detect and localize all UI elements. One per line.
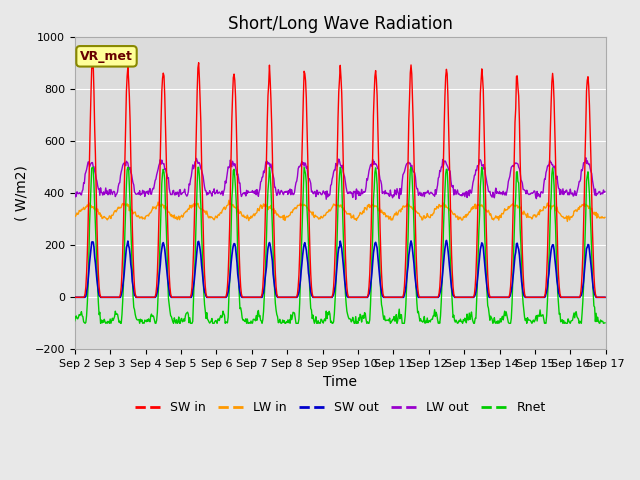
- Title: Short/Long Wave Radiation: Short/Long Wave Radiation: [228, 15, 452, 33]
- Text: VR_met: VR_met: [80, 50, 133, 63]
- X-axis label: Time: Time: [323, 374, 357, 389]
- Legend: SW in, LW in, SW out, LW out, Rnet: SW in, LW in, SW out, LW out, Rnet: [130, 396, 551, 419]
- Y-axis label: ( W/m2): ( W/m2): [15, 166, 29, 221]
